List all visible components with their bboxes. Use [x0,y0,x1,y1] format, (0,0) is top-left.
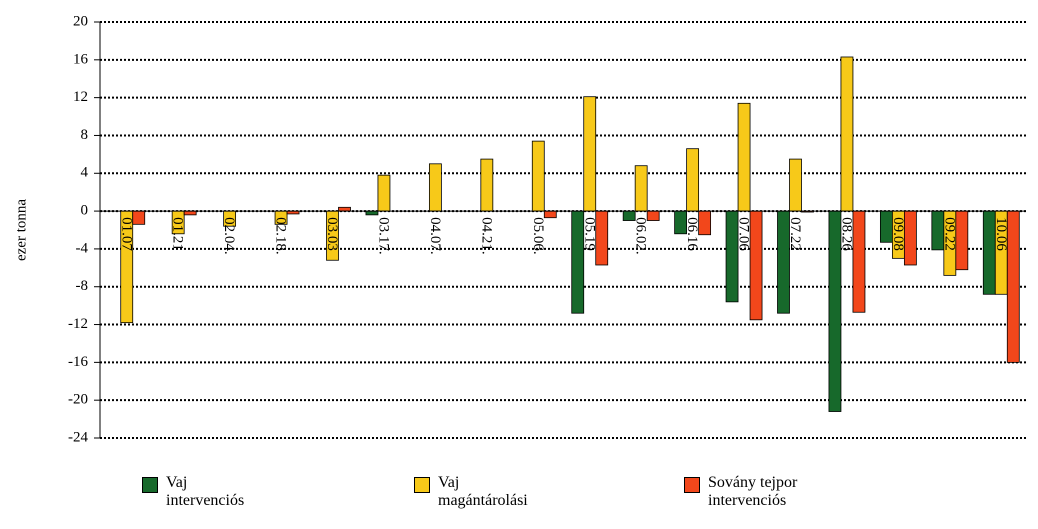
bar [428,163,442,212]
bar [365,210,379,216]
legend-swatch [684,477,700,493]
y-tick-label: 12 [73,89,88,105]
x-tick-label: 07.06 [736,217,752,251]
x-tick-label: 04.07. [427,217,443,255]
chart: ezer tonna -24 -20 -16 -12 -8 -4 0 4 8 12 16 20 01.0… [13,13,1026,445]
x-tick-label: 09.22 [941,217,957,251]
legend-swatch [414,477,430,493]
y-tick-label: -24 [68,429,88,445]
x-tick-label: 04.21. [478,217,494,255]
bar [480,158,494,212]
y-tick-label: 0 [81,203,89,219]
y-tick-label: -12 [68,316,88,332]
legend-label: Vaj magántárolási [438,474,528,509]
x-tick-label: 01.21 [170,217,186,251]
x-tick-label: 03.17. [376,217,392,255]
x-tick-label: 07.22 [787,217,803,251]
bar [634,165,648,212]
bar [531,140,545,212]
x-tick-label: 05.19 [581,217,597,251]
bar [183,210,197,216]
bar [840,56,854,212]
bar [789,158,802,212]
y-axis-label: ezer tonna [13,199,29,261]
y-tick-label: -4 [76,240,89,256]
legend-item: Sovány tejpor intervenciós [684,474,848,510]
y-tick-label: -8 [76,278,89,294]
bar [686,148,700,212]
y-tick-label: -20 [68,392,88,408]
bar [377,174,391,212]
x-tick-label: 06.02. [633,217,649,255]
y-tick-label: 4 [81,165,89,181]
x-tick-label: 09.08 [890,217,906,251]
legend-item: Vaj intervenciós [142,474,306,510]
legend-swatch [142,477,158,493]
x-tick-label: 03.03 [324,217,340,251]
y-tick-label: 8 [81,127,89,143]
y-tick-label: 20 [73,13,88,29]
legend-label: Vaj intervenciós [166,474,245,509]
x-tick-label: 06.16 [684,217,700,251]
legend-item: Vaj magántárolási [414,474,578,510]
bar [737,102,751,212]
x-tick-label: 02.04. [221,217,237,255]
x-tick-label: 05.06. [530,217,546,255]
x-tick-label: 02.18. [273,217,289,255]
x-tick-label: 01.07 [118,217,134,251]
x-tick-label: 10.06 [993,217,1009,251]
x-tick-label: 08.26 [839,217,855,251]
y-tick-label: 16 [73,51,89,67]
bar [583,96,597,212]
y-tick-label: -16 [68,354,88,370]
legend-label: Sovány tejpor intervenciós [708,474,798,509]
bar [338,206,351,212]
